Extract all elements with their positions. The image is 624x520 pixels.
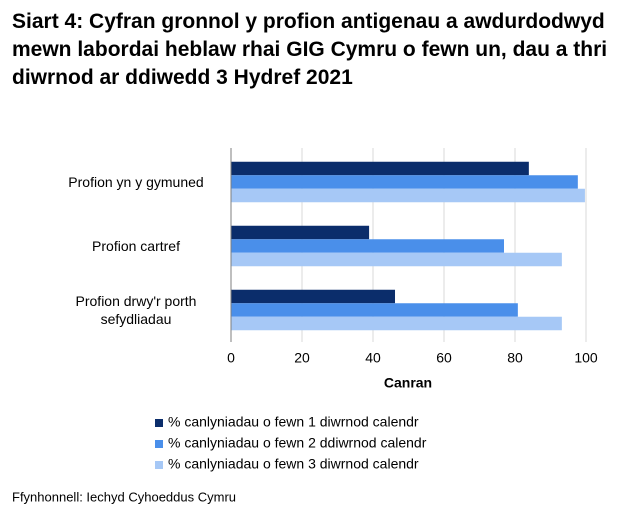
x-tick-label: 40: [365, 350, 381, 366]
bar: [231, 252, 562, 267]
x-tick-label: 60: [436, 350, 452, 366]
bar: [231, 188, 585, 203]
legend-label: % canlyniadau o fewn 3 diwrnod calendr: [168, 456, 419, 472]
y-tick-label: Profion cartref: [92, 238, 180, 254]
x-tick-label: 100: [574, 350, 598, 366]
legend-swatch: [155, 419, 163, 427]
bar: [231, 175, 578, 189]
y-tick-label: Profion yn y gymuned: [68, 174, 204, 190]
x-tick-label: 0: [227, 350, 235, 366]
legend-label: % canlyniadau o fewn 2 ddiwrnod calendr: [168, 435, 427, 451]
bar: [231, 239, 504, 253]
legend-label: % canlyniadau o fewn 1 diwrnod calendr: [168, 414, 419, 430]
legend-swatch: [155, 440, 163, 448]
source: Ffynhonnell: Iechyd Cyhoeddus Cymru: [12, 489, 236, 504]
chart-title: Siart 4: Cyfran gronnol y profion antige…: [12, 10, 608, 89]
x-tick-label: 80: [507, 350, 523, 366]
bar: [231, 289, 396, 304]
legend-swatch: [155, 461, 163, 469]
x-axis-label: Canran: [384, 375, 432, 391]
bar: [231, 303, 518, 317]
bar: [231, 225, 370, 240]
x-tick-label: 20: [294, 350, 310, 366]
bar: [231, 316, 562, 331]
bar: [231, 161, 529, 176]
y-tick-label: Profion drwy'r porth sefydliadau: [75, 293, 197, 327]
